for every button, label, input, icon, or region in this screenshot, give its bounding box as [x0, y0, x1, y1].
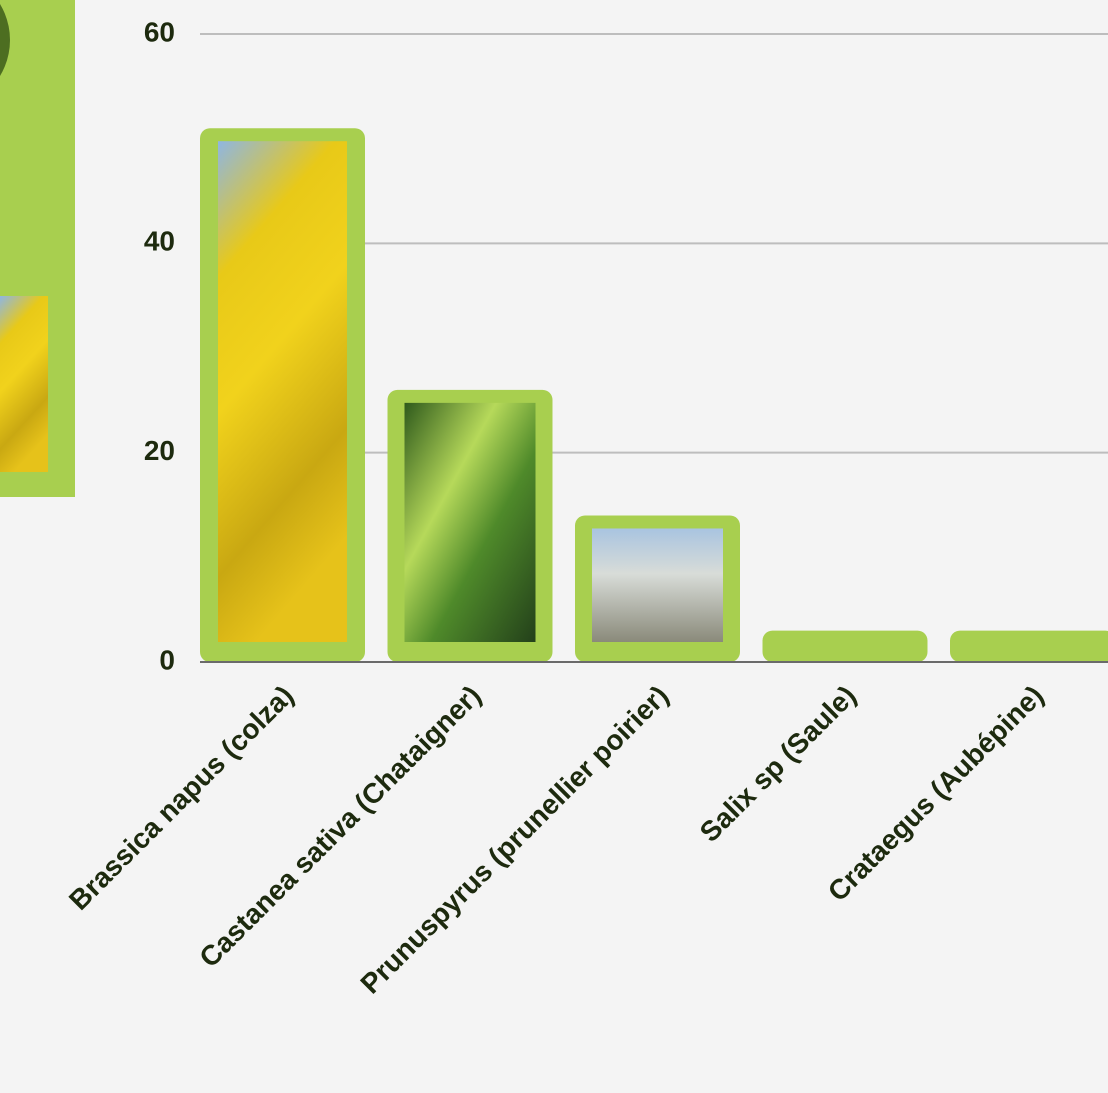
x-tick-label: Prunuspyrus (prunellier poirier) — [354, 680, 674, 1000]
y-tick-label: 0 — [159, 644, 175, 675]
x-tick-label: Salix sp (Saule) — [694, 680, 862, 848]
y-tick-label: 40 — [144, 226, 175, 257]
bar-photo — [592, 528, 723, 642]
bar-photo — [218, 141, 347, 642]
bar-photo — [404, 402, 536, 642]
panel-photo — [0, 296, 48, 472]
bar — [950, 630, 1108, 662]
y-tick-label: 60 — [144, 16, 175, 47]
panel-circle — [0, 3, 10, 77]
side-panel — [0, 0, 75, 497]
bar — [762, 630, 928, 662]
x-tick-label: Crataegus (Aubépine) — [822, 680, 1050, 908]
y-tick-label: 20 — [144, 435, 175, 466]
